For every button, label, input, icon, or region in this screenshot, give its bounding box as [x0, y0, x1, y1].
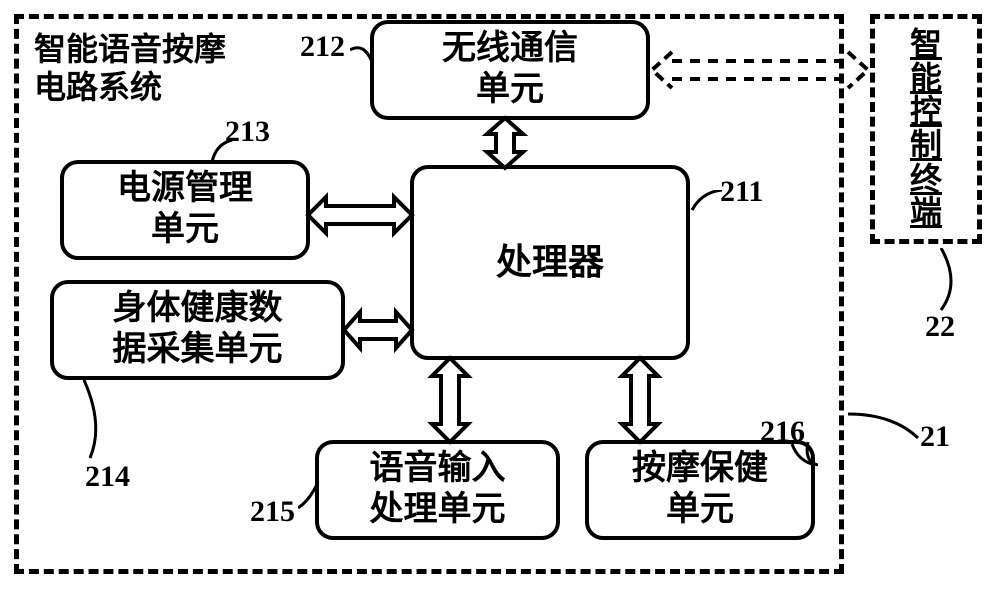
ref-215: 215 — [250, 495, 295, 529]
system-title: 智能语音按摩 电路系统 — [34, 30, 226, 107]
leader-211 — [690, 190, 725, 215]
arrow-voice-processor — [430, 358, 470, 442]
arrow-wireless-processor — [485, 118, 525, 168]
leader-21 — [848, 410, 923, 450]
node-processor: 处理器 — [410, 165, 690, 360]
leader-214 — [80, 380, 110, 460]
leader-212 — [350, 42, 380, 72]
leader-22 — [935, 248, 965, 313]
node-label: 语音输入 处理单元 — [370, 449, 506, 531]
node-label: 身体健康数 据采集单元 — [113, 289, 283, 371]
terminal-line: 端 — [910, 196, 942, 230]
terminal-line: 终 — [910, 163, 942, 197]
node-massage: 按摩保健 单元 — [585, 440, 815, 540]
node-health: 身体健康数 据采集单元 — [50, 280, 345, 380]
terminal-box: 智 能 控 制 终 端 — [870, 14, 982, 244]
diagram-canvas: 智能语音按摩 电路系统 智 能 控 制 终 端 无线通信 单元 电源管理 单元 … — [0, 0, 1000, 594]
leader-213 — [210, 140, 240, 165]
node-power: 电源管理 单元 — [60, 160, 310, 260]
ref-22: 22 — [925, 310, 955, 344]
leader-215 — [298, 480, 323, 510]
ref-212: 212 — [300, 30, 345, 64]
node-label: 无线通信 单元 — [442, 29, 578, 111]
leader-216b — [788, 440, 818, 468]
ref-21: 21 — [920, 420, 950, 454]
node-voice: 语音输入 处理单元 — [315, 440, 560, 540]
node-label: 处理器 — [496, 241, 604, 284]
node-wireless: 无线通信 单元 — [370, 20, 650, 120]
arrow-wireless-terminal — [650, 50, 870, 90]
terminal-line: 能 — [910, 62, 942, 96]
terminal-line: 智 — [910, 28, 942, 62]
ref-214: 214 — [85, 460, 130, 494]
arrow-massage-processor — [620, 358, 660, 442]
terminal-line: 控 — [910, 95, 942, 129]
terminal-line: 制 — [910, 129, 942, 163]
node-label: 电源管理 单元 — [117, 169, 253, 251]
node-label: 按摩保健 单元 — [632, 449, 768, 531]
ref-211: 211 — [720, 175, 763, 209]
arrow-power-processor — [308, 195, 412, 235]
arrow-health-processor — [344, 310, 412, 350]
